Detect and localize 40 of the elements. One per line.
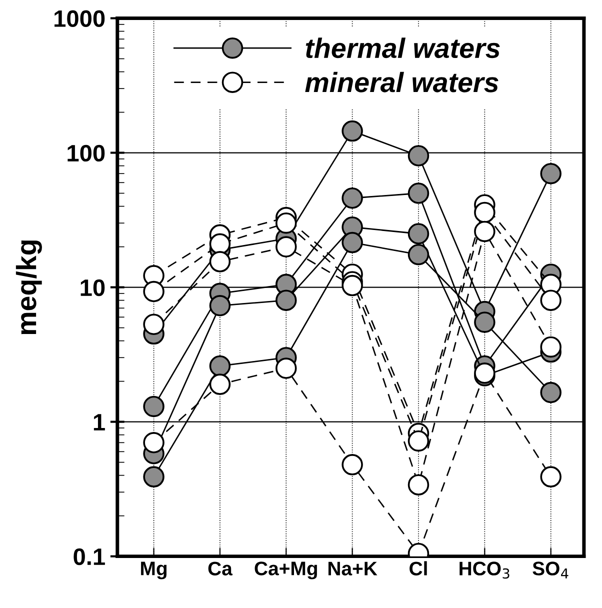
legend-label: mineral waters	[305, 72, 498, 92]
y-tick-label: 1	[94, 414, 105, 430]
x-tick-label: Cl	[410, 561, 427, 576]
x-tick-label: Na+K	[328, 562, 378, 576]
point	[342, 120, 363, 142]
legend-label: thermal waters	[306, 38, 500, 58]
point	[540, 382, 562, 404]
y-tick-label: 10	[80, 279, 105, 296]
point	[276, 236, 297, 258]
point	[474, 202, 496, 224]
point	[276, 290, 297, 311]
point	[342, 274, 363, 296]
point	[408, 145, 430, 166]
y-tick-label: 100	[68, 144, 105, 162]
point	[143, 432, 164, 454]
point	[474, 312, 496, 333]
point	[540, 162, 562, 184]
y-tick-label: 1000	[54, 10, 105, 28]
x-tick-label: Mg	[141, 562, 167, 580]
y-axis-title: meq/kg	[16, 240, 42, 334]
x-tick-label: HCO$_{3}$	[460, 562, 510, 579]
x-tick-label: Ca	[208, 562, 233, 576]
x-tick-label: Ca+Mg	[254, 562, 317, 580]
point	[209, 295, 231, 316]
point	[209, 355, 231, 377]
y-tick-label: 0.1	[74, 548, 105, 566]
point	[342, 232, 363, 254]
x-tick-label: SO$_{4}$	[532, 562, 568, 578]
point	[143, 466, 164, 488]
point	[143, 314, 164, 335]
point	[143, 396, 164, 418]
point	[276, 358, 297, 379]
point	[276, 212, 297, 234]
point	[342, 188, 363, 209]
point	[408, 182, 430, 204]
point	[143, 280, 164, 302]
point	[408, 223, 430, 244]
point	[540, 336, 562, 358]
point	[408, 244, 430, 266]
point	[408, 430, 430, 452]
